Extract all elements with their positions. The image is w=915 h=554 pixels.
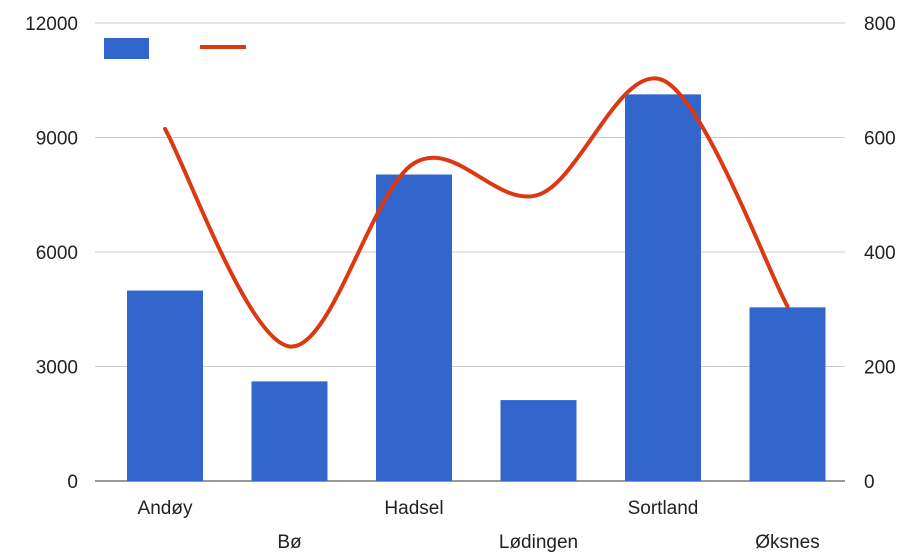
category-label: Bø: [277, 532, 302, 553]
right-tick-label: 800: [864, 14, 896, 35]
right-tick-label: 400: [864, 243, 896, 264]
line-path[interactable]: [163, 76, 790, 349]
left-tick-label: 9000: [36, 129, 78, 150]
bar-Øksnes[interactable]: [749, 307, 826, 481]
right-tick-label: 200: [864, 358, 896, 379]
bar-Hadsel[interactable]: [376, 174, 452, 481]
left-tick-label: 3000: [36, 358, 78, 379]
category-labels: Andøy Bø Hadsel Lødingen Sortland Øksnes: [138, 498, 820, 553]
bar-series: [127, 94, 826, 481]
bar-Lødingen[interactable]: [500, 400, 577, 481]
category-label: Sortland: [628, 498, 699, 519]
left-tick-label: 0: [67, 472, 78, 493]
legend-bar-swatch[interactable]: [104, 38, 149, 59]
line-series: [163, 76, 790, 349]
left-tick-label: 6000: [36, 243, 78, 264]
legend[interactable]: [104, 38, 246, 59]
right-tick-label: 600: [864, 129, 896, 150]
bar-Andøy[interactable]: [127, 290, 203, 481]
category-label: Lødingen: [499, 532, 578, 553]
category-label: Hadsel: [384, 498, 443, 519]
bar-Bø[interactable]: [251, 381, 328, 481]
right-axis-ticks: 0 200 400 600 800: [864, 14, 896, 493]
left-tick-label: 12000: [25, 14, 78, 35]
bar-Sortland[interactable]: [625, 94, 701, 481]
category-label: Øksnes: [755, 532, 819, 553]
category-label: Andøy: [138, 498, 193, 519]
gridlines: [95, 22, 845, 482]
left-axis-ticks: 0 3000 6000 9000 12000: [25, 14, 78, 493]
right-tick-label: 0: [864, 472, 875, 493]
